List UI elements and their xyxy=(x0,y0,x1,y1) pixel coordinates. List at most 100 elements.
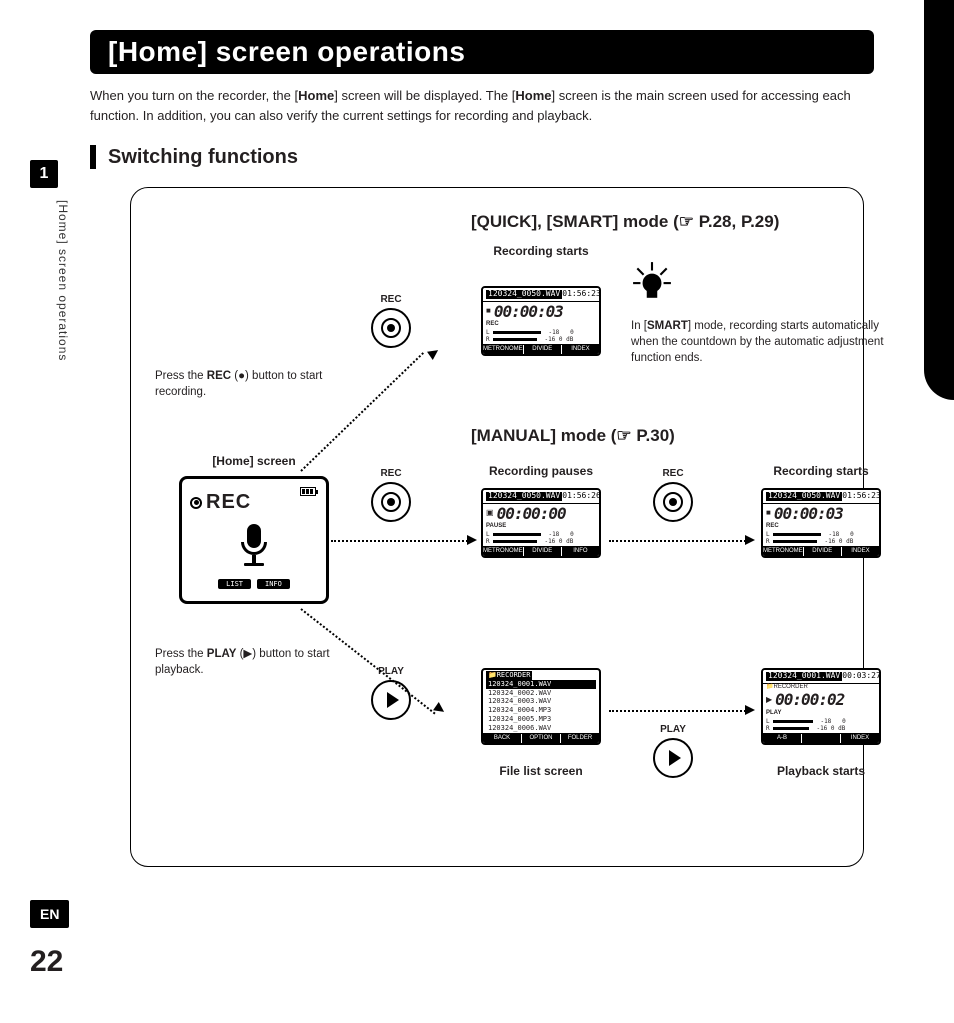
list-item: 120324_0003.WAV xyxy=(486,697,596,706)
intro-text: When you turn on the recorder, the [ xyxy=(90,88,298,103)
lcd-softkey: OPTION xyxy=(522,734,561,743)
arrow-head-icon xyxy=(745,535,755,545)
rec-button-label: REC xyxy=(380,468,401,479)
battery-icon xyxy=(300,487,316,496)
lcd-filename: 120324_0050.WAV xyxy=(486,492,562,501)
arrow-head-icon xyxy=(433,702,447,716)
quick-smart-heading: [QUICK], [SMART] mode (☞ P.28, P.29) xyxy=(471,212,779,232)
recording-pauses-label: Recording pauses xyxy=(481,464,601,478)
note-bold: SMART xyxy=(647,320,688,332)
arrow-head-icon xyxy=(745,705,755,715)
recording-starts-label: Recording starts xyxy=(481,244,601,258)
lcd-recording-quick: 120324_0050.WAV01:56:23 ■00:00:03 REC L … xyxy=(481,286,601,356)
lcd-clock: 01:56:26 xyxy=(562,492,601,501)
page-title: [Home] screen operations xyxy=(108,36,856,68)
lcd-time: 00:00:02 xyxy=(775,691,844,709)
play-button-label: PLAY xyxy=(660,724,686,735)
lcd-time: 00:00:00 xyxy=(497,505,566,523)
lcd-clock: 01:56:23 xyxy=(562,290,601,299)
lcd-time: 00:00:03 xyxy=(774,505,843,523)
lcd-filename: 120324_0050.WAV xyxy=(766,492,842,501)
lcd-state: PLAY xyxy=(763,710,879,717)
list-item: 120324_0006.WAV xyxy=(486,724,596,733)
instr-text: Press the xyxy=(155,648,207,660)
home-tab-list: LIST xyxy=(218,579,251,589)
instr-text: Press the xyxy=(155,370,207,382)
side-running-head: [Home] screen operations xyxy=(56,200,70,361)
arrow xyxy=(609,710,749,712)
lcd-softkey: BACK xyxy=(483,734,522,743)
section-bar-icon xyxy=(90,145,96,169)
lcd-softkey: METRONOME xyxy=(483,345,524,354)
play-button[interactable]: PLAY xyxy=(371,680,411,720)
lcd-file-list: 📁RECORDER 120324_0001.WAV 120324_0002.WA… xyxy=(481,668,601,745)
intro-paragraph: When you turn on the recorder, the [Home… xyxy=(90,86,864,125)
lightbulb-icon xyxy=(631,260,673,307)
lcd-clock: 00:03:27 xyxy=(842,672,881,681)
page-number: 22 xyxy=(30,945,63,979)
rec-button[interactable]: REC xyxy=(371,308,411,348)
arrow xyxy=(609,540,749,542)
arrow-head-icon xyxy=(427,346,441,360)
flow-diagram: [QUICK], [SMART] mode (☞ P.28, P.29) Rec… xyxy=(130,187,864,867)
lcd-folder: RECORDER xyxy=(497,671,531,679)
arrow xyxy=(331,540,471,542)
lcd-meters: L -18 0R -16 0 dB xyxy=(763,530,879,546)
instr-bold: PLAY xyxy=(207,648,237,660)
lcd-folder: RECORDER xyxy=(773,684,807,690)
lcd-softkey: METRONOME xyxy=(763,547,804,556)
smart-mode-note: In [SMART] mode, recording starts automa… xyxy=(631,318,891,366)
lcd-softkey: METRONOME xyxy=(483,547,524,556)
rec-button[interactable]: REC xyxy=(653,482,693,522)
lcd-filename: 120324_0050.WAV xyxy=(486,290,562,299)
lcd-softkey: INDEX xyxy=(842,547,879,556)
file-list-label: File list screen xyxy=(481,764,601,778)
rec-button-label: REC xyxy=(380,294,401,305)
lcd-softkey: FOLDER xyxy=(561,734,599,743)
manual-heading: [MANUAL] mode (☞ P.30) xyxy=(471,426,675,446)
intro-bold: Home xyxy=(298,88,334,103)
lcd-softkey: INDEX xyxy=(562,345,599,354)
section-heading: Switching functions xyxy=(108,146,298,169)
section-heading-row: Switching functions xyxy=(90,145,904,169)
page: [Home] screen operations When you turn o… xyxy=(0,0,954,1023)
play-button[interactable]: PLAY xyxy=(653,738,693,778)
rec-indicator-icon xyxy=(190,497,202,509)
home-lcd: REC LIST INFO xyxy=(179,476,329,604)
note-text: In [ xyxy=(631,320,647,332)
lcd-softkey: A-B xyxy=(763,734,802,743)
rec-text: REC xyxy=(206,491,251,514)
rec-button-label: REC xyxy=(662,468,683,479)
list-item: 120324_0001.WAV xyxy=(486,680,596,689)
recording-starts-label-2: Recording starts xyxy=(761,464,881,478)
lcd-meters: L -18 0R -16 0 dB xyxy=(763,717,879,733)
list-item: 120324_0004.MP3 xyxy=(486,706,596,715)
lcd-softkey: INDEX xyxy=(841,734,879,743)
intro-text: ] screen will be displayed. The [ xyxy=(334,88,515,103)
instr-bold: REC xyxy=(207,370,231,382)
lcd-state: REC xyxy=(763,523,879,530)
lcd-recording-manual: 120324_0050.WAV01:56:23 ■00:00:03 REC L … xyxy=(761,488,881,558)
lcd-softkey: DIVIDE xyxy=(524,547,562,556)
title-bar: [Home] screen operations xyxy=(90,30,874,74)
list-item: 120324_0005.MP3 xyxy=(486,715,596,724)
chapter-number-tab: 1 xyxy=(30,160,58,188)
arrow-head-icon xyxy=(467,535,477,545)
playback-starts-label: Playback starts xyxy=(761,764,881,778)
lcd-softkey: DIVIDE xyxy=(524,345,562,354)
lcd-meters: L -18 0R -16 0 dB xyxy=(483,530,599,546)
lcd-state: PAUSE xyxy=(483,523,599,530)
lcd-time: 00:00:03 xyxy=(494,303,563,321)
lcd-state: REC xyxy=(483,321,599,328)
lcd-softkey xyxy=(802,734,841,743)
lcd-softkey: INFO xyxy=(562,547,599,556)
lcd-recording-pause: 120324_0050.WAV01:56:26 ▣00:00:00 PAUSE … xyxy=(481,488,601,558)
rec-button[interactable]: REC xyxy=(371,482,411,522)
language-tab: EN xyxy=(30,900,69,928)
lcd-filename: 120324_0001.WAV xyxy=(766,672,842,681)
press-play-instruction: Press the PLAY (▶) button to start playb… xyxy=(155,646,355,678)
home-tab-info: INFO xyxy=(257,579,290,589)
intro-bold: Home xyxy=(515,88,551,103)
lcd-meters: L -18 0R -16 0 dB xyxy=(483,328,599,344)
list-item: 120324_0002.WAV xyxy=(486,689,596,698)
